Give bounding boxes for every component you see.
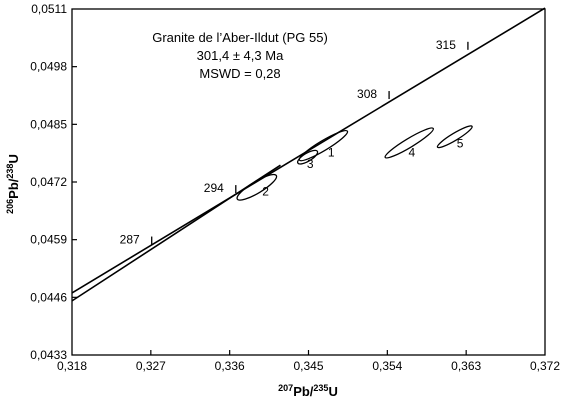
annotation-line-2: 301,4 ± 4,3 Ma xyxy=(197,48,284,63)
y-tick-label: 0,0459 xyxy=(30,233,67,247)
y-tick-label: 0,0485 xyxy=(30,117,67,131)
error-ellipses xyxy=(236,125,473,201)
ellipse-label: 5 xyxy=(457,136,464,150)
age-tick-label: 287 xyxy=(120,233,140,247)
y-axis-title: 206Pb/238U xyxy=(5,154,21,214)
annotation-block: Granite de l’Aber-Ildut (PG 55) 301,4 ± … xyxy=(152,30,328,81)
x-axis-title: 207Pb/235U xyxy=(278,383,338,399)
x-tick-label: 0,363 xyxy=(451,359,481,373)
y-tick-label: 0,0511 xyxy=(31,2,67,16)
error-ellipse xyxy=(297,149,319,165)
y-tick-label: 0,0446 xyxy=(30,290,67,304)
y-tick-label: 0,0433 xyxy=(30,348,67,362)
plot-frame xyxy=(71,8,546,356)
x-tick-label: 0,336 xyxy=(215,359,245,373)
x-tick-label: 0,354 xyxy=(372,359,402,373)
ellipse-label: 1 xyxy=(328,145,335,159)
annotation-line-1: Granite de l’Aber-Ildut (PG 55) xyxy=(152,30,328,45)
x-tick-label: 0,327 xyxy=(136,359,166,373)
ellipse-label: 4 xyxy=(409,146,416,160)
error-ellipse xyxy=(436,125,473,149)
error-ellipse xyxy=(298,129,349,162)
age-tick-label: 294 xyxy=(204,181,224,195)
x-tick-label: 0,345 xyxy=(293,359,323,373)
annotation-line-3: MSWD = 0,28 xyxy=(199,66,280,81)
curves xyxy=(71,7,546,302)
age-tick-label: 315 xyxy=(436,38,456,52)
error-ellipse xyxy=(384,127,435,159)
x-tick-label: 0,318 xyxy=(57,359,87,373)
labels: 287 294 308 315 13 2 4 5 xyxy=(120,38,464,247)
y-tick-label: 0,0472 xyxy=(30,175,67,189)
ellipse-label: 2 xyxy=(262,184,269,198)
y-tick-label: 0,0498 xyxy=(30,60,67,74)
x-tick-label: 0,372 xyxy=(530,359,560,373)
error-ellipse xyxy=(236,173,278,201)
age-tick-label: 308 xyxy=(357,87,377,101)
axis-ticks: 0,318 0,327 0,336 0,345 0,354 0,363 0,372 0,043… xyxy=(30,2,560,373)
ellipse-label: 3 xyxy=(307,157,314,171)
